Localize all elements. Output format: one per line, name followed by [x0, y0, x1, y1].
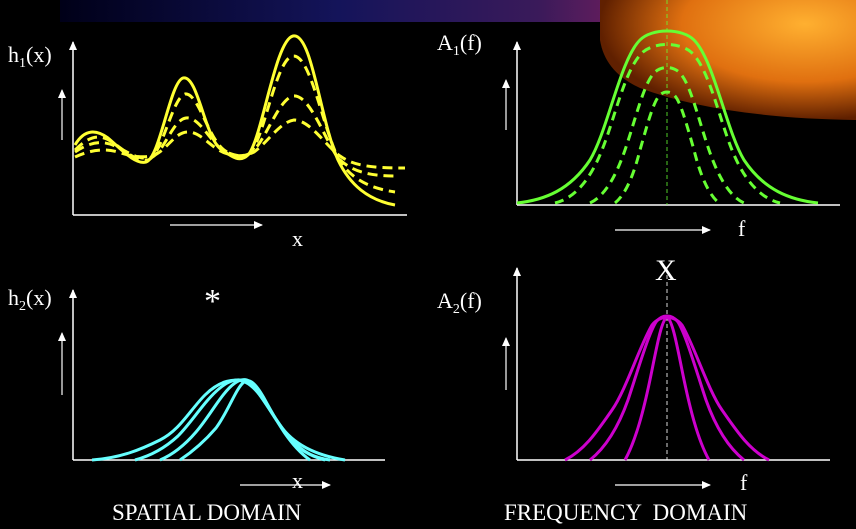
convolution-operator: * [204, 283, 221, 320]
h1-curve-dash-3 [74, 118, 406, 170]
frequency-domain-caption: FREQUENCY DOMAIN [504, 500, 748, 525]
h1-curve-dash-2 [74, 94, 396, 178]
panel-a2: A2(f) f [437, 267, 830, 495]
a1-axis-label: f [738, 216, 746, 241]
h2-curve-3 [159, 378, 331, 462]
panel-a1: A1(f) f [437, 0, 840, 241]
panel-h2: h2(x) x [8, 285, 385, 493]
h1-axis-label: x [292, 226, 303, 251]
h1-label: h1(x) [8, 42, 52, 71]
panel-h1: h1(x) x [8, 34, 407, 251]
h2-curve-1 [91, 378, 346, 462]
h1-curve-solid [73, 34, 396, 207]
h2-curve-4 [179, 379, 311, 462]
a2-axis-label: f [740, 470, 748, 495]
h2-label: h2(x) [8, 285, 52, 314]
h1-curve-dash-1 [73, 54, 396, 194]
a2-label: A2(f) [437, 288, 482, 317]
header-banner [60, 0, 856, 120]
a1-label: A1(f) [437, 30, 482, 59]
a1-curve-solid [516, 29, 819, 205]
h2-axis-label: x [292, 468, 303, 493]
multiplication-operator: X [655, 254, 677, 287]
spatial-domain-caption: SPATIAL DOMAIN [112, 500, 302, 525]
a1-curve-dash-3 [613, 90, 721, 205]
a2-curve-3 [623, 315, 711, 461]
